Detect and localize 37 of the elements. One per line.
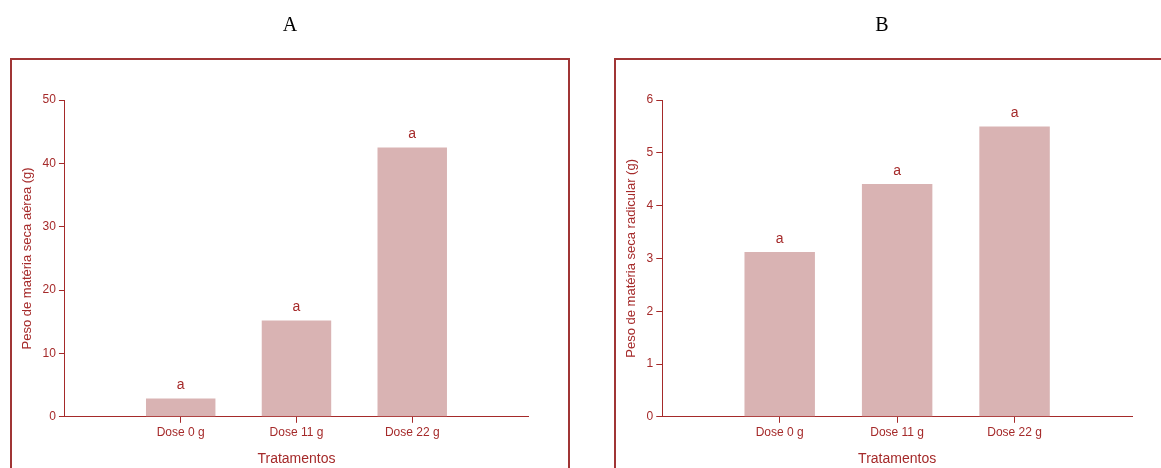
bar [377,147,447,417]
y-tick-label: 50 [42,92,57,107]
y-tick-label: 20 [42,282,57,297]
x-axis-title: Tratamentos [858,450,937,467]
y-tick-label: 0 [646,409,654,424]
y-tick-label: 5 [646,145,654,160]
bar [261,320,332,417]
y-tick-label: 30 [42,219,57,234]
chart-title: A [281,12,299,37]
x-tick-label: Dose 0 g [156,425,205,440]
annotation: a [775,229,784,246]
annotation: a [408,125,417,142]
bar [145,398,216,417]
x-tick-label: Dose 0 g [755,425,804,440]
y-tick-label: 2 [646,303,654,318]
annotation: a [292,298,301,315]
x-tick-label: Dose 11 g [870,425,925,440]
y-axis-title: Peso de matéria seca aérea (g) [19,167,35,350]
annotation: a [893,161,902,178]
y-axis-title: Peso de matéria seca radicular (g) [623,159,639,358]
y-tick-label: 0 [49,409,57,424]
annotation: a [176,376,185,393]
y-tick-label: 4 [646,197,654,212]
y-tick-label: 3 [646,250,654,265]
y-tick-label: 10 [42,345,57,360]
y-tick-label: 1 [646,356,654,371]
x-tick-label: Dose 22 g [384,425,440,440]
x-axis-title: Tratamentos [257,450,336,467]
x-tick-label: Dose 11 g [269,425,324,440]
bar [744,252,815,417]
x-tick-label: Dose 22 g [987,425,1042,440]
annotation: a [1010,104,1019,121]
bar [979,126,1050,417]
y-tick-label: 6 [646,92,654,107]
bar [861,183,933,417]
y-tick-label: 40 [42,155,57,170]
chart-title: B [874,12,890,37]
